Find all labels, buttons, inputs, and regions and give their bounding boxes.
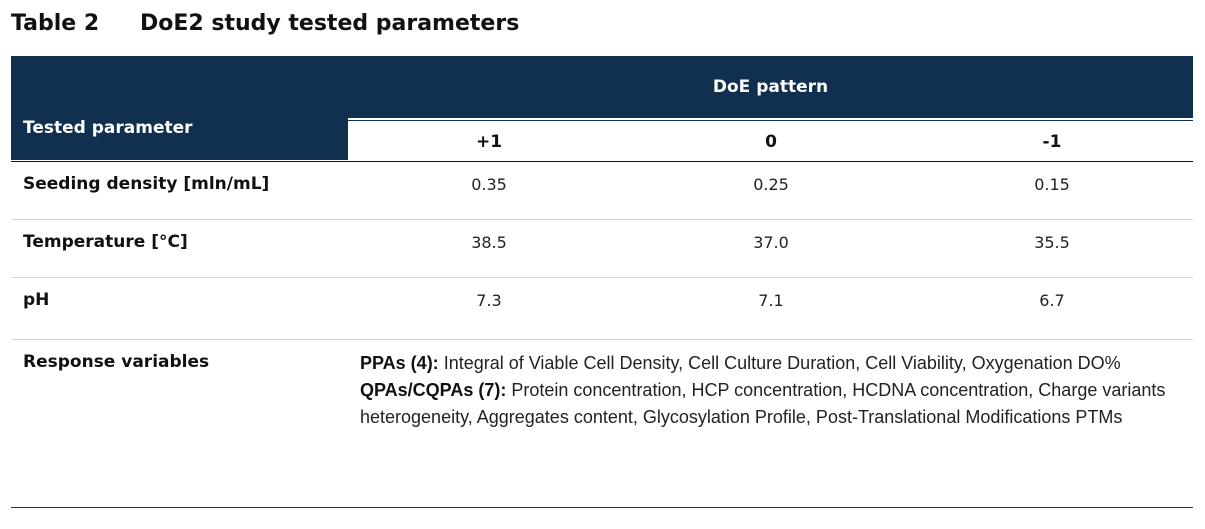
header-band-line [348, 120, 1193, 121]
table-row: pH 7.3 7.1 6.7 [11, 278, 1193, 335]
qpa-text: Protein concentration, HCP concentration… [360, 380, 1166, 427]
response-label: Response variables [23, 352, 210, 372]
row-param-label: pH [23, 290, 50, 310]
table-row: Temperature [°C] 38.5 37.0 35.5 [11, 220, 1193, 278]
row-value: 7.3 [476, 291, 502, 310]
table-number: Table 2 [11, 10, 100, 36]
header-doe-pattern: DoE pattern [712, 77, 829, 97]
row-value: 0.25 [753, 175, 789, 194]
row-param-label: Temperature [°C] [23, 232, 188, 252]
ppa-label: PPAs (4): [360, 353, 439, 373]
table-row: Seeding density [mln/mL] 0.35 0.25 0.15 [11, 162, 1193, 220]
table-caption: DoE2 study tested parameters [140, 10, 520, 36]
header-level-minus1: -1 [1042, 132, 1062, 152]
row-value: 0.15 [1034, 175, 1070, 194]
row-value: 0.35 [471, 175, 507, 194]
row-param-label: Seeding density [mln/mL] [23, 174, 270, 194]
qpa-label: QPAs/CQPAs (7): [360, 380, 507, 400]
row-value: 37.0 [753, 233, 789, 252]
header-level-zero: 0 [765, 132, 777, 152]
row-value: 7.1 [758, 291, 784, 310]
header-divider [11, 161, 1193, 162]
parameters-table: Tested parameter DoE pattern +1 0 -1 See… [11, 56, 1193, 508]
table-title: Table 2 DoE2 study tested parameters [11, 8, 519, 38]
header-band-left [11, 56, 348, 160]
header-level-plus1: +1 [475, 132, 503, 152]
response-description: PPAs (4): Integral of Viable Cell Densit… [360, 350, 1180, 431]
response-variables-row: Response variables PPAs (4): Integral of… [11, 339, 1193, 508]
row-value: 38.5 [471, 233, 507, 252]
row-value: 35.5 [1034, 233, 1070, 252]
header-band-right [348, 56, 1193, 118]
header-tested-parameter: Tested parameter [23, 118, 193, 138]
ppa-text: Integral of Viable Cell Density, Cell Cu… [438, 353, 1121, 373]
row-value: 6.7 [1039, 291, 1065, 310]
table-header: Tested parameter DoE pattern +1 0 -1 [11, 56, 1193, 161]
